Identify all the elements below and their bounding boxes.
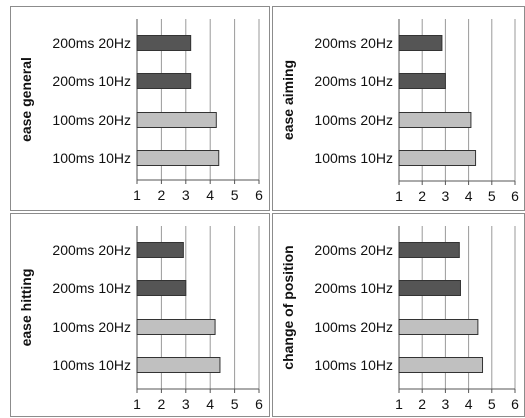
category-label: 100ms 20Hz xyxy=(52,112,131,128)
y-axis-title: ease aiming xyxy=(280,60,296,140)
bar xyxy=(398,319,479,335)
x-tick-label: 4 xyxy=(465,188,473,204)
bar xyxy=(398,73,446,89)
x-tick-label: 5 xyxy=(231,396,239,412)
y-axis-title: ease hitting xyxy=(18,269,34,347)
x-tick-label: 3 xyxy=(442,188,450,204)
x-tick-label: 2 xyxy=(418,396,426,412)
chart-panel: 1 2 3 4 5 6 200ms 20Hz 200ms 10Hz 100ms 20Hz 100m… xyxy=(272,6,525,211)
x-tick-label: 5 xyxy=(488,396,496,412)
x-tick-label: 2 xyxy=(158,396,166,412)
x-tick-label: 2 xyxy=(158,187,166,203)
x-tick-label: 6 xyxy=(511,396,519,412)
bar xyxy=(136,319,216,335)
category-label: 100ms 20Hz xyxy=(314,319,393,335)
y-axis-title: ease general xyxy=(18,57,34,142)
bar xyxy=(398,112,472,128)
x-tick-label: 5 xyxy=(488,188,496,204)
category-label: 200ms 20Hz xyxy=(314,242,393,258)
bar xyxy=(136,242,184,258)
x-tick-label: 6 xyxy=(511,188,519,204)
bar xyxy=(136,150,220,166)
x-tick-label: 4 xyxy=(465,396,473,412)
category-label: 200ms 10Hz xyxy=(52,280,131,296)
x-tick-label: 3 xyxy=(182,187,190,203)
bar xyxy=(136,35,192,51)
category-label: 200ms 10Hz xyxy=(314,280,393,296)
chart-svg: 1 2 3 4 5 6 200ms 20Hz 200ms 10Hz 100ms 20Hz 100m… xyxy=(280,19,519,204)
category-label: 200ms 20Hz xyxy=(52,35,131,51)
bar xyxy=(398,280,461,296)
bar xyxy=(136,357,221,373)
bar xyxy=(398,150,477,166)
bar xyxy=(136,73,192,89)
category-label: 200ms 20Hz xyxy=(52,242,131,258)
x-tick-label: 5 xyxy=(231,187,239,203)
x-tick-label: 6 xyxy=(255,187,263,203)
chart-panel: 1 2 3 4 5 6 200ms 20Hz 200ms 10Hz 100ms 20Hz 100m… xyxy=(272,213,525,417)
x-tick-label: 4 xyxy=(206,187,214,203)
bar xyxy=(398,35,443,51)
x-tick-label: 6 xyxy=(255,396,263,412)
chart-panel: 1 2 3 4 5 6 200ms 20Hz 200ms 10Hz 100ms 20Hz 100m… xyxy=(10,6,270,211)
x-tick-label: 1 xyxy=(395,396,403,412)
category-label: 100ms 20Hz xyxy=(314,112,393,128)
chart-svg: 1 2 3 4 5 6 200ms 20Hz 200ms 10Hz 100ms 20Hz 100m… xyxy=(18,19,263,203)
category-label: 100ms 10Hz xyxy=(314,357,393,373)
x-tick-label: 1 xyxy=(133,396,141,412)
x-tick-label: 2 xyxy=(418,188,426,204)
category-label: 200ms 20Hz xyxy=(314,35,393,51)
x-tick-label: 4 xyxy=(206,396,214,412)
category-label: 100ms 10Hz xyxy=(314,150,393,166)
bar xyxy=(136,280,187,296)
category-label: 100ms 10Hz xyxy=(52,357,131,373)
chart-panel: 1 2 3 4 5 6 200ms 20Hz 200ms 10Hz 100ms 20Hz 100m… xyxy=(10,213,270,417)
category-label: 100ms 10Hz xyxy=(52,150,131,166)
x-tick-label: 3 xyxy=(442,396,450,412)
bar xyxy=(398,242,460,258)
bar xyxy=(398,357,484,373)
x-tick-label: 1 xyxy=(133,187,141,203)
category-label: 200ms 10Hz xyxy=(52,73,131,89)
chart-svg: 1 2 3 4 5 6 200ms 20Hz 200ms 10Hz 100ms 20Hz 100m… xyxy=(280,226,519,412)
chart-svg: 1 2 3 4 5 6 200ms 20Hz 200ms 10Hz 100ms 20Hz 100m… xyxy=(18,226,263,412)
category-label: 200ms 10Hz xyxy=(314,73,393,89)
x-tick-label: 3 xyxy=(182,396,190,412)
category-label: 100ms 20Hz xyxy=(52,319,131,335)
y-axis-title: change of position xyxy=(280,245,296,369)
bar xyxy=(136,112,217,128)
x-tick-label: 1 xyxy=(395,188,403,204)
